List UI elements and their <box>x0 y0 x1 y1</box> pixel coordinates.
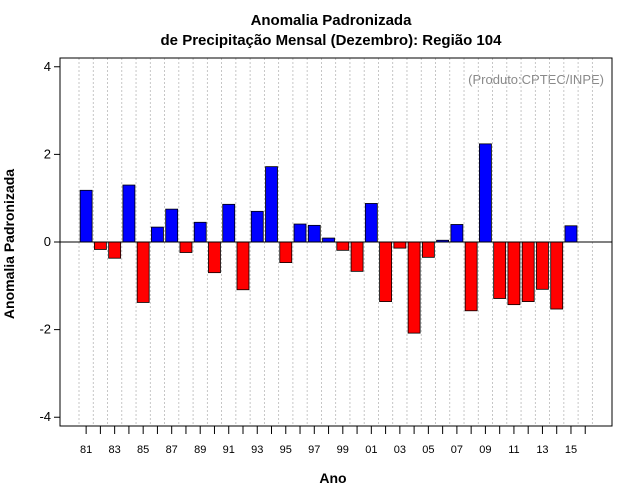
bar-1984 <box>122 184 136 243</box>
bar-1998 <box>322 237 335 243</box>
bar-2012 <box>521 241 535 302</box>
y-axis-label: Anomalia Padronizada <box>1 169 17 319</box>
x-tick-label: 81 <box>80 444 92 456</box>
y-tick-label: -4 <box>39 409 51 424</box>
x-tick-label: 91 <box>223 444 235 456</box>
bar-2000 <box>350 241 364 272</box>
x-tick-label: 97 <box>308 444 320 456</box>
bar-1995 <box>279 241 293 263</box>
bar-2002 <box>379 241 392 302</box>
x-tick-label: 07 <box>451 444 463 456</box>
bar-1987 <box>165 208 179 243</box>
bar-2011 <box>507 241 521 306</box>
bar-2010 <box>493 241 507 299</box>
bar-1991 <box>222 203 236 243</box>
bar-1985 <box>136 241 150 303</box>
x-tick-label: 93 <box>251 444 263 456</box>
x-tick-label: 15 <box>565 444 577 456</box>
x-tick-label: 83 <box>109 444 121 456</box>
bar-1981 <box>79 189 93 243</box>
bar-2009 <box>479 143 492 243</box>
bar-1982 <box>93 241 107 250</box>
x-tick-label: 89 <box>194 444 206 456</box>
bar-1983 <box>108 241 122 259</box>
bar-1988 <box>179 241 193 253</box>
x-tick-label: 95 <box>280 444 292 456</box>
bar-1996 <box>293 223 307 243</box>
bar-1994 <box>265 166 278 243</box>
bar-1997 <box>307 224 321 243</box>
bar-2001 <box>364 203 378 243</box>
x-tick-label: 85 <box>137 444 149 456</box>
bar-2003 <box>393 241 407 249</box>
bar-1992 <box>236 241 250 291</box>
bar-2005 <box>421 241 435 258</box>
plot-area: -4 -2 0 2 4 81 83 85 87 89 91 93 95 97 99 01 03 05 07 09 11 1… <box>39 57 613 456</box>
chart-title: Anomalia Padronizada <box>251 12 413 29</box>
y-tick-label: 0 <box>44 234 51 249</box>
x-tick-label: 87 <box>166 444 178 456</box>
y-tick-label: 4 <box>44 59 51 74</box>
bar-1989 <box>193 221 207 243</box>
x-tick-label: 05 <box>422 444 434 456</box>
bar-1993 <box>250 210 264 243</box>
x-axis-label: Ano <box>319 470 346 486</box>
bar-2007 <box>450 224 464 243</box>
bar-1999 <box>336 241 350 251</box>
credit-label: (Produto:CPTEC/INPE) <box>468 72 604 87</box>
x-tick-label: 09 <box>479 444 491 456</box>
x-tick-label: 03 <box>394 444 406 456</box>
x-tick-label: 01 <box>365 444 377 456</box>
y-tick-label: 2 <box>44 146 51 161</box>
bar-2014 <box>550 241 564 310</box>
bar-2013 <box>536 241 549 290</box>
bar-1990 <box>208 241 221 274</box>
bar-2004 <box>407 241 421 334</box>
x-tick-label: 99 <box>337 444 349 456</box>
x-tick-label: 11 <box>508 444 519 456</box>
chart-subtitle: de Precipitação Mensal (Dezembro): Regiã… <box>161 32 503 49</box>
bar-2015 <box>564 225 578 243</box>
y-tick-label: -2 <box>39 322 51 337</box>
bar-1986 <box>151 226 164 243</box>
x-tick-label: 13 <box>536 444 548 456</box>
bar-2008 <box>464 241 478 312</box>
